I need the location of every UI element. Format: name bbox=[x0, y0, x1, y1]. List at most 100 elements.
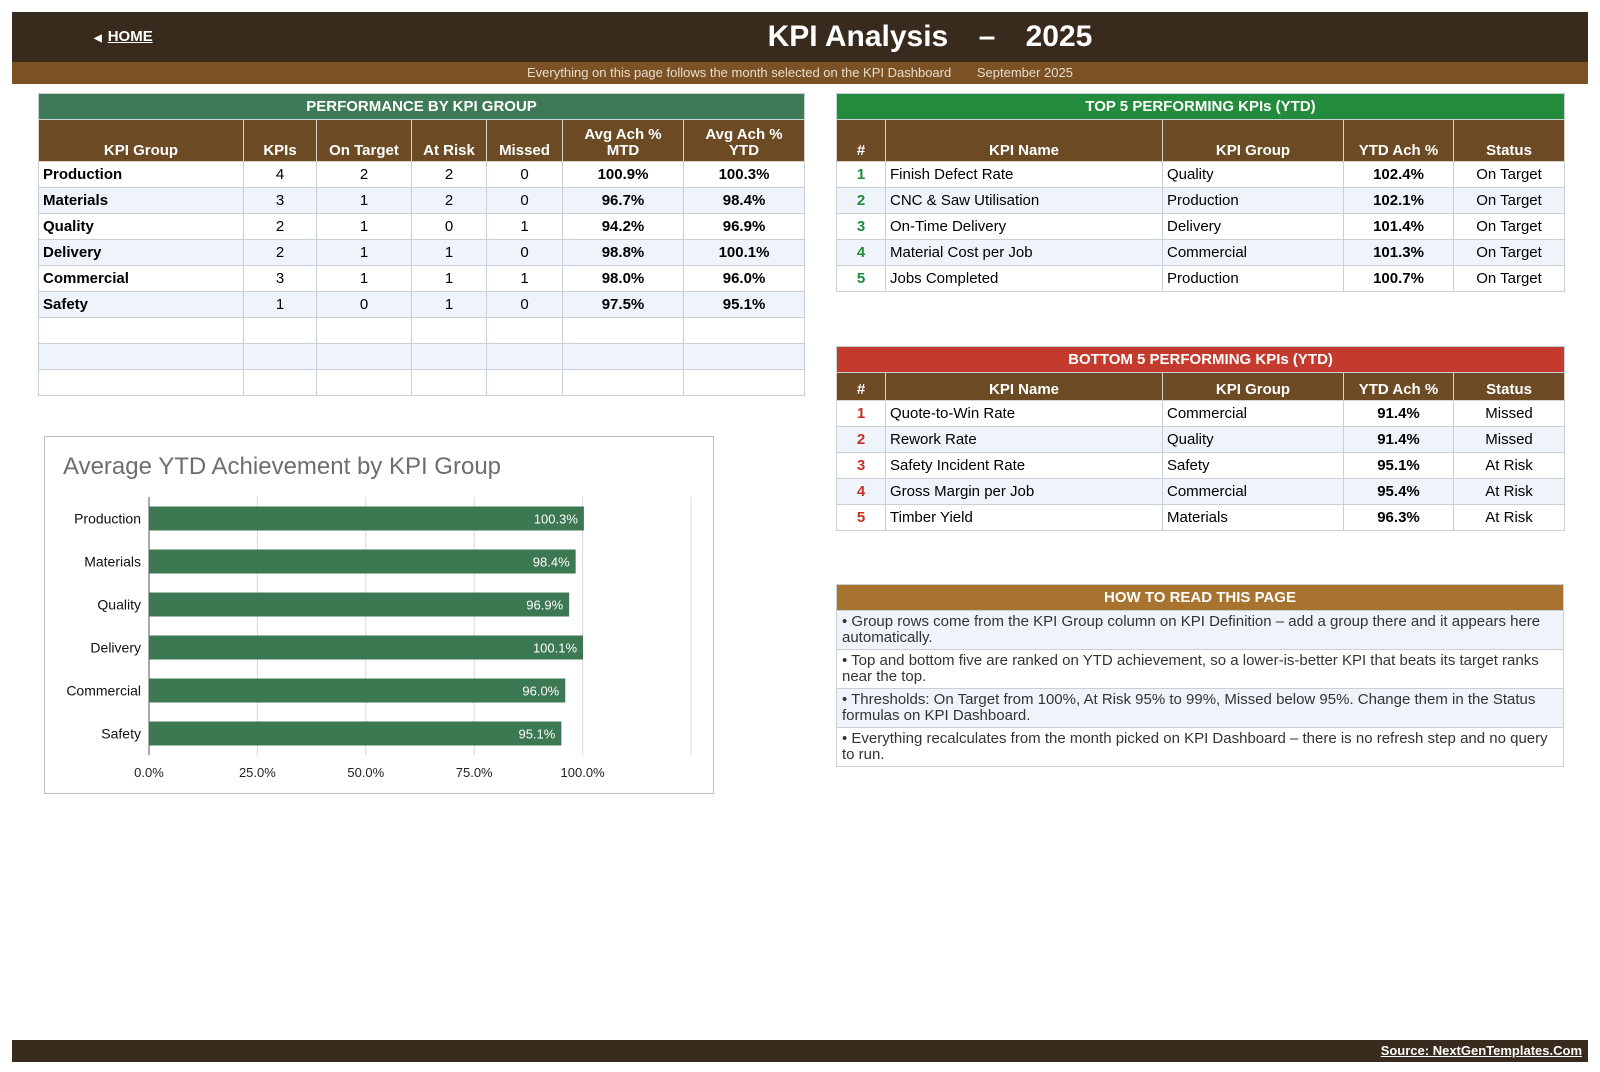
empty-cell bbox=[38, 369, 244, 396]
rank-cell: 3 bbox=[836, 213, 886, 240]
empty-cell bbox=[562, 343, 684, 370]
page-title: KPI Analysis – 2025 bbox=[12, 20, 1588, 54]
bar bbox=[149, 678, 566, 703]
table-row: 1 Finish Defect Rate Quality 102.4% On Targe… bbox=[836, 161, 1566, 188]
data-label: 96.9% bbox=[526, 598, 563, 613]
empty-cell bbox=[486, 369, 563, 396]
ytd-ach-cell: 95.1% bbox=[1343, 452, 1454, 479]
empty-cell bbox=[562, 317, 684, 344]
status-cell: Missed bbox=[1452, 426, 1566, 453]
table-cell: 1 bbox=[486, 213, 563, 240]
kpi-name-cell: Rework Rate bbox=[885, 426, 1163, 453]
table-row bbox=[38, 317, 806, 344]
status-cell: On Target bbox=[1452, 239, 1566, 266]
how-to-read-panel: HOW TO READ THIS PAGE • Group rows come … bbox=[836, 584, 1564, 767]
column-header: KPI Name bbox=[885, 372, 1163, 401]
table-cell: 0 bbox=[486, 239, 563, 266]
table-cell: 1 bbox=[316, 213, 412, 240]
title-text: KPI Analysis bbox=[767, 20, 949, 53]
table-cell: 95.1% bbox=[682, 291, 806, 318]
table-cell: 2 bbox=[411, 161, 487, 188]
top5-table: TOP 5 PERFORMING KPIs (YTD) # KPI Name KPI… bbox=[835, 93, 1566, 292]
empty-cell bbox=[682, 343, 806, 370]
rank-cell: 3 bbox=[836, 452, 886, 479]
table-cell: 1 bbox=[411, 239, 487, 266]
status-cell: On Target bbox=[1452, 187, 1566, 214]
table-row bbox=[38, 369, 806, 396]
column-header: Status bbox=[1452, 372, 1566, 401]
table-row: Safety 1 0 1 0 97.5% 95.1% bbox=[38, 291, 806, 318]
rank-cell: 4 bbox=[836, 239, 886, 266]
table-cell: 0 bbox=[486, 161, 563, 188]
kpi-name-cell: CNC & Saw Utilisation bbox=[885, 187, 1163, 214]
empty-cell bbox=[562, 369, 684, 396]
x-tick-label: 25.0% bbox=[239, 765, 276, 780]
bar bbox=[149, 549, 576, 574]
x-tick-label: 50.0% bbox=[347, 765, 384, 780]
empty-cell bbox=[38, 343, 244, 370]
column-header: KPIs bbox=[243, 119, 317, 162]
status-cell: At Risk bbox=[1452, 478, 1566, 505]
column-header: YTD Ach % bbox=[1343, 372, 1454, 401]
table-row: 4 Gross Margin per Job Commercial 95.4% At R… bbox=[836, 478, 1566, 505]
ytd-ach-cell: 96.3% bbox=[1343, 504, 1454, 531]
column-header: # bbox=[836, 119, 886, 162]
x-tick-label: 0.0% bbox=[134, 765, 164, 780]
kpi-name-cell: Quote-to-Win Rate bbox=[885, 400, 1163, 427]
table-row: 3 On-Time Delivery Delivery 101.4% On Target bbox=[836, 213, 1566, 240]
category-label: Quality bbox=[97, 597, 141, 613]
category-label: Materials bbox=[84, 554, 141, 570]
table-cell: 3 bbox=[243, 187, 317, 214]
column-header: Missed bbox=[486, 119, 563, 162]
home-button[interactable]: ◀ HOME bbox=[94, 28, 153, 45]
table-cell: 1 bbox=[243, 291, 317, 318]
column-header: Avg Ach % MTD bbox=[562, 119, 684, 162]
table-cell: 98.8% bbox=[562, 239, 684, 266]
rank-cell: 5 bbox=[836, 265, 886, 292]
empty-cell bbox=[316, 343, 412, 370]
chart-canvas: 0.0% 25.0% 50.0% 75.0% 100.0% Production 100.3… bbox=[66, 497, 692, 780]
empty-cell bbox=[411, 317, 487, 344]
how-to-read-title: HOW TO READ THIS PAGE bbox=[836, 584, 1564, 611]
ytd-ach-cell: 100.7% bbox=[1343, 265, 1454, 292]
rank-cell: 1 bbox=[836, 400, 886, 427]
selected-month: September 2025 bbox=[976, 65, 1073, 80]
group-name-cell: Commercial bbox=[38, 265, 244, 292]
title-year: 2025 bbox=[1025, 20, 1093, 53]
kpi-group-cell: Commercial bbox=[1162, 239, 1344, 266]
kpi-name-cell: Material Cost per Job bbox=[885, 239, 1163, 266]
bar bbox=[149, 592, 570, 617]
rank-cell: 2 bbox=[836, 187, 886, 214]
table-cell: 0 bbox=[486, 291, 563, 318]
rank-cell: 5 bbox=[836, 504, 886, 531]
column-header: KPI Group bbox=[1162, 372, 1344, 401]
column-header: KPI Group bbox=[38, 119, 244, 162]
column-header: YTD Ach % bbox=[1343, 119, 1454, 162]
kpi-group-cell: Production bbox=[1162, 187, 1344, 214]
kpi-name-cell: Finish Defect Rate bbox=[885, 161, 1163, 188]
table-cell: 2 bbox=[316, 161, 412, 188]
status-cell: On Target bbox=[1452, 213, 1566, 240]
data-label: 96.0% bbox=[522, 684, 559, 699]
kpi-name-cell: Gross Margin per Job bbox=[885, 478, 1163, 505]
table-row: 2 Rework Rate Quality 91.4% Missed bbox=[836, 426, 1566, 453]
x-tick-label: 100.0% bbox=[561, 765, 606, 780]
rank-cell: 4 bbox=[836, 478, 886, 505]
table-cell: 96.0% bbox=[682, 265, 806, 292]
ytd-ach-cell: 91.4% bbox=[1343, 426, 1454, 453]
rank-cell: 1 bbox=[836, 161, 886, 188]
source-link[interactable]: Source: NextGenTemplates.Com bbox=[1380, 1043, 1582, 1058]
empty-cell bbox=[682, 369, 806, 396]
table-cell: 4 bbox=[243, 161, 317, 188]
table-cell: 100.1% bbox=[682, 239, 806, 266]
bar bbox=[149, 506, 584, 531]
group-name-cell: Quality bbox=[38, 213, 244, 240]
header-bar: ◀ HOME KPI Analysis – 2025 bbox=[12, 12, 1588, 62]
table-row: 4 Material Cost per Job Commercial 101.3% On… bbox=[836, 239, 1566, 266]
table-cell: 3 bbox=[243, 265, 317, 292]
table-row: Delivery 2 1 1 0 98.8% 100.1% bbox=[38, 239, 806, 266]
table-cell: 100.9% bbox=[562, 161, 684, 188]
table-cell: 0 bbox=[486, 187, 563, 214]
data-label: 98.4% bbox=[533, 555, 570, 570]
empty-cell bbox=[411, 369, 487, 396]
